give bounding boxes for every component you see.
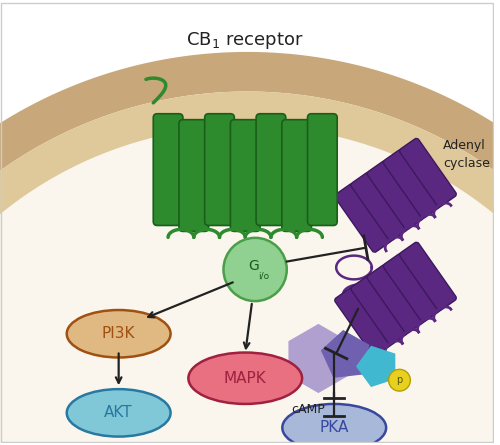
Text: CB$_1$ receptor: CB$_1$ receptor: [186, 30, 304, 51]
FancyBboxPatch shape: [334, 287, 392, 356]
Polygon shape: [0, 3, 494, 442]
FancyBboxPatch shape: [334, 184, 392, 252]
Text: AKT: AKT: [104, 405, 133, 421]
Text: i/o: i/o: [258, 272, 270, 281]
FancyBboxPatch shape: [308, 114, 337, 226]
FancyBboxPatch shape: [179, 120, 208, 231]
Polygon shape: [0, 126, 500, 445]
FancyBboxPatch shape: [282, 120, 312, 231]
FancyBboxPatch shape: [367, 161, 424, 230]
Polygon shape: [288, 324, 348, 393]
Text: PKA: PKA: [320, 420, 349, 435]
Ellipse shape: [66, 310, 170, 357]
Polygon shape: [0, 52, 500, 407]
Polygon shape: [0, 92, 500, 416]
Text: G: G: [248, 259, 258, 272]
FancyBboxPatch shape: [154, 114, 183, 226]
FancyBboxPatch shape: [204, 114, 234, 226]
Ellipse shape: [282, 404, 386, 445]
Circle shape: [224, 238, 287, 301]
Text: PI3K: PI3K: [102, 326, 136, 341]
FancyBboxPatch shape: [384, 150, 440, 218]
Circle shape: [388, 369, 410, 391]
FancyBboxPatch shape: [384, 254, 440, 322]
FancyBboxPatch shape: [400, 242, 456, 311]
FancyBboxPatch shape: [367, 265, 424, 333]
Polygon shape: [356, 346, 396, 387]
FancyBboxPatch shape: [230, 120, 260, 231]
Text: cyclase: cyclase: [443, 157, 490, 170]
Ellipse shape: [188, 352, 302, 404]
Polygon shape: [321, 330, 370, 378]
Text: Adenyl: Adenyl: [443, 139, 486, 152]
FancyBboxPatch shape: [256, 114, 286, 226]
Ellipse shape: [66, 389, 170, 437]
Text: cAMP: cAMP: [292, 403, 326, 416]
Text: MAPK: MAPK: [224, 371, 266, 386]
FancyBboxPatch shape: [351, 276, 408, 345]
FancyBboxPatch shape: [400, 138, 456, 207]
FancyBboxPatch shape: [351, 172, 408, 241]
Text: p: p: [396, 375, 402, 385]
